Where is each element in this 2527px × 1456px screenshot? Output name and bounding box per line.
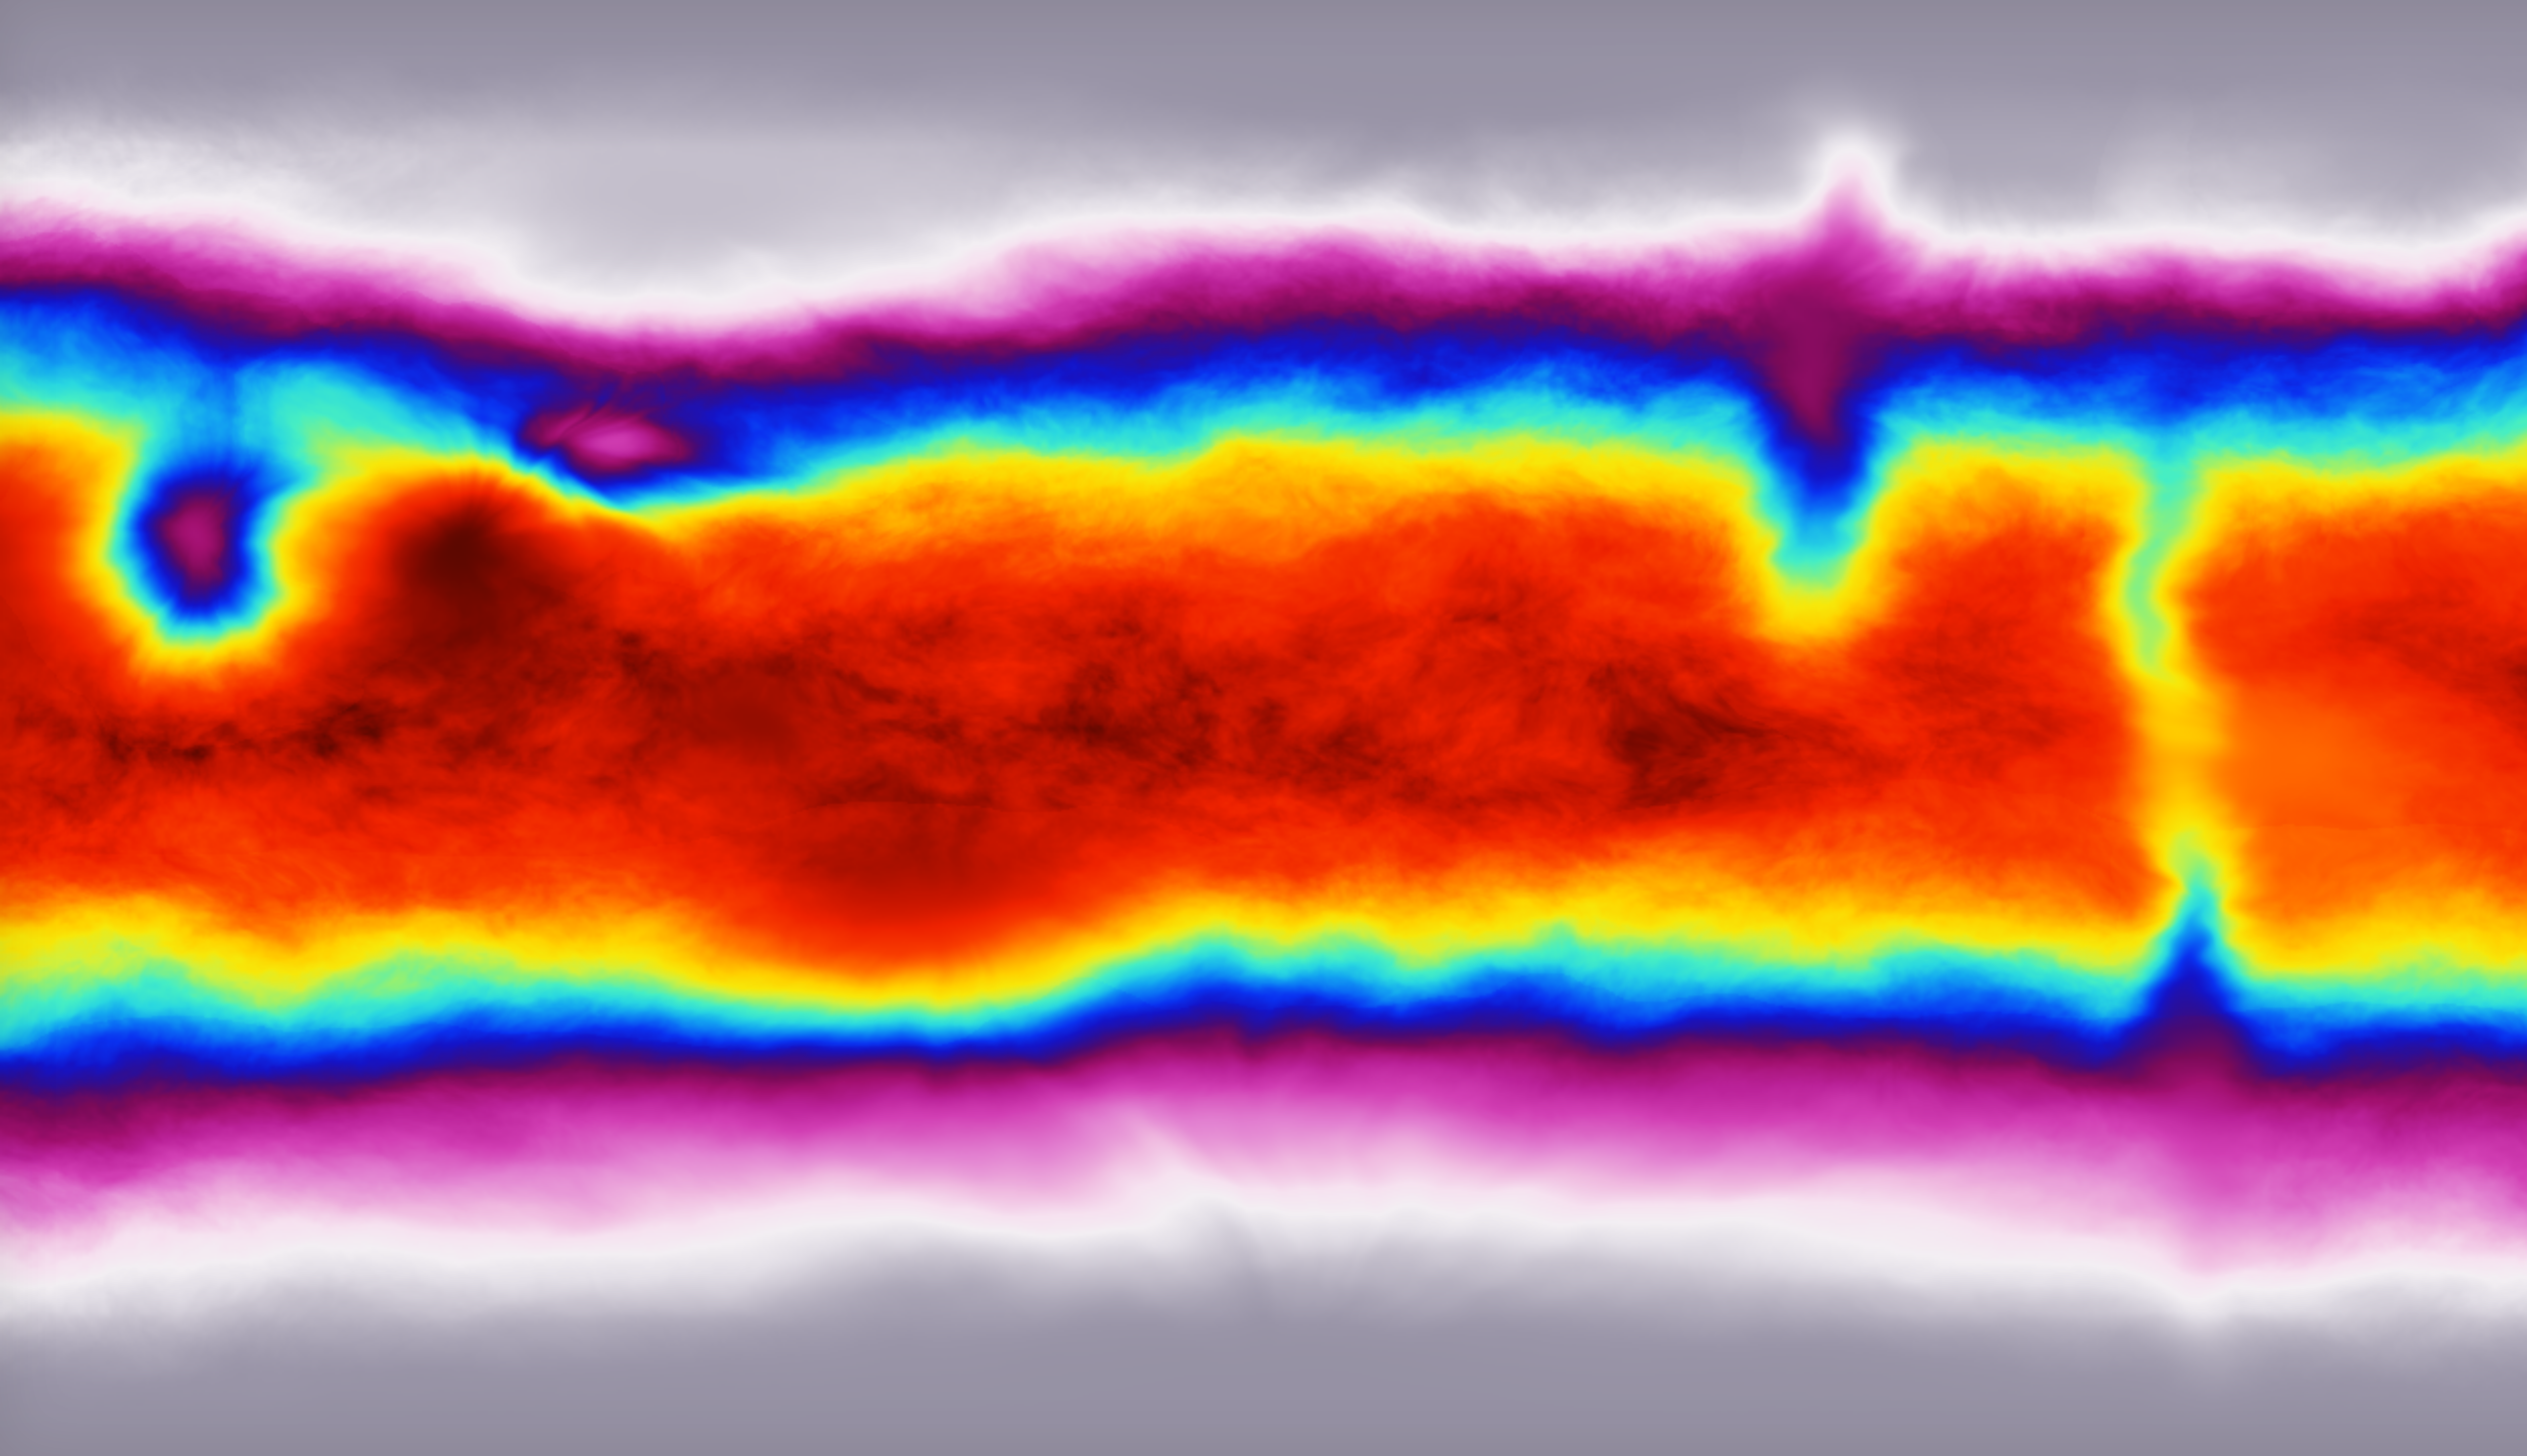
- temperature-map-visualization: [0, 0, 2527, 1456]
- global-temperature-heatmap-canvas: [0, 0, 2527, 1456]
